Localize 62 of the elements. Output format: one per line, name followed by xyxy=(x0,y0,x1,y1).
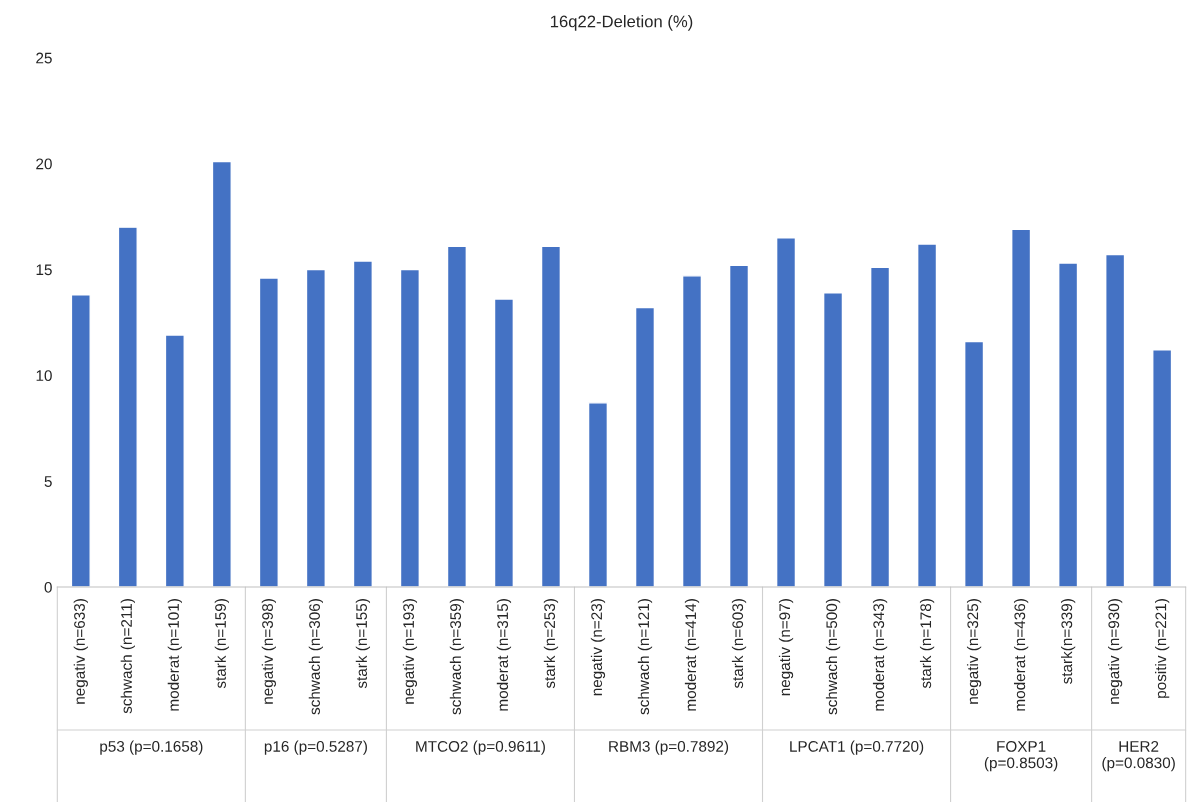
text: HER2 (p=0.0830) xyxy=(1102,740,1175,772)
bar xyxy=(70,294,91,588)
bar xyxy=(211,160,232,588)
x-tick-label: stark (n=603) xyxy=(731,599,747,689)
bar xyxy=(634,306,656,588)
bar xyxy=(1010,228,1032,588)
x-tick-label: schwach (n=306) xyxy=(308,599,323,715)
x-tick-label: moderat (n=436) xyxy=(1013,599,1029,711)
y-tick-label: 15 xyxy=(36,264,52,276)
y-tick-label: 25 xyxy=(36,52,52,64)
x-tick-label: negativ (n=97) xyxy=(778,599,794,696)
x-tick-label: moderat (n=315) xyxy=(496,599,512,711)
bar xyxy=(1152,349,1173,588)
bar xyxy=(681,275,703,588)
x-tick-label: moderat (n=414) xyxy=(684,599,700,711)
x-tick-label: moderat (n=343) xyxy=(872,599,888,711)
bar xyxy=(869,266,891,588)
x-tick-label: schwach (n=500) xyxy=(825,599,841,715)
text: p16 (p=0.5287) xyxy=(264,740,367,755)
bar xyxy=(775,237,797,588)
x-tick-label: stark (n=178) xyxy=(919,599,935,689)
bar xyxy=(258,277,279,588)
x-tick-label: negativ (n=23) xyxy=(590,599,606,696)
chart-title: 16q22-Deletion (%) xyxy=(550,15,693,31)
bar xyxy=(117,226,138,588)
bar xyxy=(728,264,750,588)
y-tick-label: 20 xyxy=(36,158,52,170)
x-tick-label: negativ (n=325) xyxy=(966,599,982,704)
x-tick-label: stark (n=159) xyxy=(214,599,229,689)
text: p53 (p=0.1658) xyxy=(100,740,203,755)
bar xyxy=(164,334,185,588)
bar xyxy=(493,298,515,588)
text: MTCO2 (p=0.9611) xyxy=(416,740,545,755)
x-tick-label: positiv (n=221) xyxy=(1155,599,1170,698)
text: LPCAT1 (p=0.7720) xyxy=(790,740,924,755)
x-tick-label: negativ (n=398) xyxy=(261,599,276,704)
bar xyxy=(822,292,844,588)
bar xyxy=(446,245,468,588)
bar xyxy=(963,340,985,588)
bar xyxy=(540,245,562,588)
bar xyxy=(352,260,373,588)
x-tick-label: negativ (n=930) xyxy=(1108,599,1123,704)
y-tick-label: 0 xyxy=(44,581,52,593)
bar xyxy=(1105,253,1126,588)
bar xyxy=(587,402,609,588)
x-tick-label: schwach (n=211) xyxy=(120,599,135,714)
x-tick-label: stark (n=155) xyxy=(355,599,371,689)
x-tick-label: stark(n=339) xyxy=(1060,599,1076,684)
x-tick-label: negativ (n=633) xyxy=(73,599,88,704)
x-tick-label: moderat (n=101) xyxy=(167,599,182,711)
text: FOXP1 (p=0.8503) xyxy=(984,740,1058,772)
x-tick-label: negativ (n=193) xyxy=(402,599,418,704)
text: RBM3 (p=0.7892) xyxy=(609,740,729,755)
bar xyxy=(916,243,938,588)
y-tick-label: 5 xyxy=(44,476,52,487)
bar xyxy=(399,268,421,588)
bar xyxy=(305,268,326,588)
x-tick-label: schwach (n=359) xyxy=(449,599,465,715)
x-tick-label: schwach (n=121) xyxy=(637,599,653,715)
bar xyxy=(1058,262,1079,588)
x-tick-label: stark (n=253) xyxy=(543,599,559,689)
y-tick-label: 10 xyxy=(36,370,52,382)
